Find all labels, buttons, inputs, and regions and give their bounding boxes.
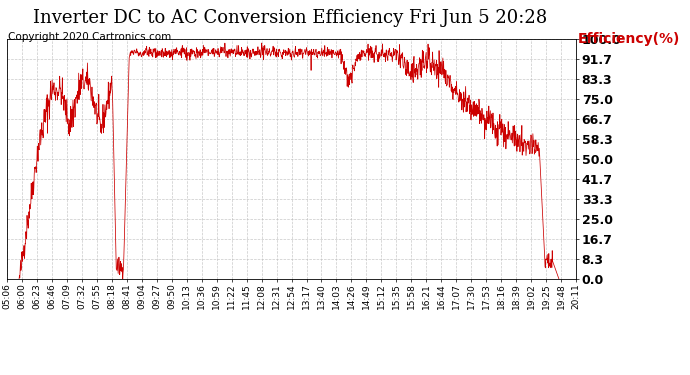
Text: Copyright 2020 Cartronics.com: Copyright 2020 Cartronics.com — [8, 32, 172, 42]
Text: Inverter DC to AC Conversion Efficiency Fri Jun 5 20:28: Inverter DC to AC Conversion Efficiency … — [32, 9, 547, 27]
Text: Efficiency(%): Efficiency(%) — [578, 32, 680, 46]
